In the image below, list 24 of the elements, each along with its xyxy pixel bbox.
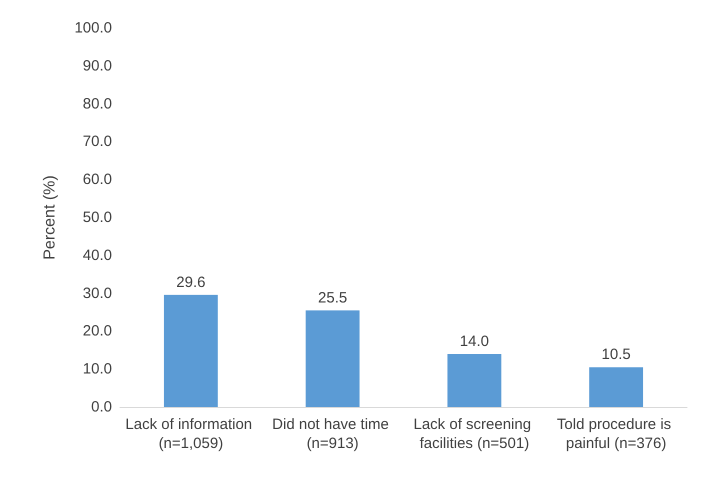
bar: [164, 294, 218, 407]
data-label: 29.6: [176, 274, 206, 291]
data-label: 25.5: [318, 289, 348, 306]
x-tick-label: Did not have time (n=913): [272, 416, 394, 452]
y-tick-label: 10.0: [82, 360, 112, 378]
y-tick-label: 90.0: [82, 57, 112, 74]
x-tick-label: Lack of screening facilities (n=501): [414, 416, 536, 452]
y-tick-label: 20.0: [82, 322, 112, 340]
y-tick-label: 60.0: [82, 171, 112, 188]
data-label: 14.0: [460, 332, 489, 350]
y-tick-label: 70.0: [82, 133, 112, 150]
x-tick-label: Told procedure is painful (n=376): [556, 416, 676, 452]
data-label: 10.5: [602, 346, 631, 364]
y-tick-label: 50.0: [82, 209, 112, 226]
bar: [589, 367, 644, 407]
y-tick-label: 0.0: [91, 398, 112, 416]
y-tick-label: 80.0: [82, 95, 112, 112]
y-axis-title: Percent (%): [42, 175, 58, 260]
x-tick-label: Lack of information (n=1,059): [125, 416, 256, 452]
y-tick-label: 30.0: [82, 284, 112, 302]
y-tick-label: 40.0: [82, 246, 112, 264]
bar: [447, 354, 502, 407]
y-tick-label: 100.0: [74, 20, 112, 36]
bar: [306, 310, 360, 407]
